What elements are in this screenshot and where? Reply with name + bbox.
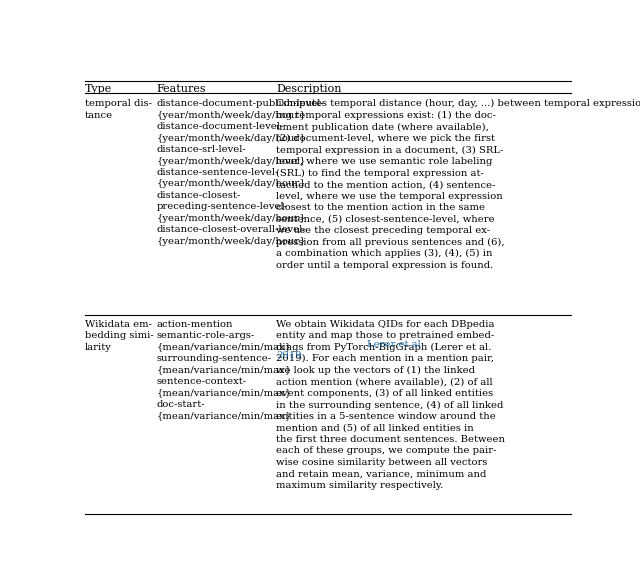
Text: Computes temporal distance (hour, day, ...) between temporal expressions belongi: Computes temporal distance (hour, day, .… bbox=[276, 99, 640, 270]
Text: Features: Features bbox=[157, 84, 207, 93]
Text: action-mention
semantic-role-args-
{mean/variance/min/max}
surrounding-sentence-: action-mention semantic-role-args- {mean… bbox=[157, 319, 292, 420]
Text: Description: Description bbox=[276, 84, 341, 93]
Text: We obtain Wikidata QIDs for each DBpedia
entity and map those to pretrained embe: We obtain Wikidata QIDs for each DBpedia… bbox=[276, 319, 505, 490]
Text: temporal dis-
tance: temporal dis- tance bbox=[85, 99, 152, 120]
Text: Type: Type bbox=[85, 84, 112, 93]
Text: distance-document-publish-level-
{year/month/week/day/hour}
distance-document-le: distance-document-publish-level- {year/m… bbox=[157, 99, 324, 246]
Text: Lerer et al.: Lerer et al. bbox=[367, 340, 424, 349]
Text: 2019: 2019 bbox=[276, 351, 301, 360]
Text: Wikidata em-
bedding simi-
larity: Wikidata em- bedding simi- larity bbox=[85, 319, 154, 352]
